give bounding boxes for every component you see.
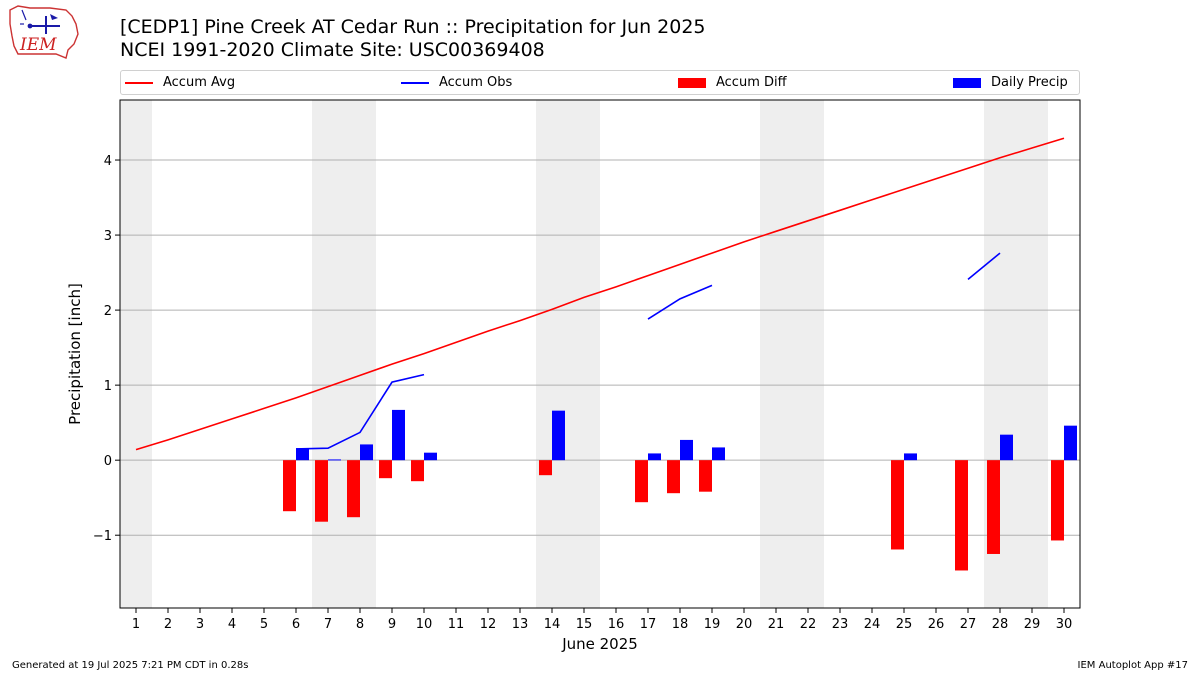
y-tick-label: 4: [104, 154, 112, 169]
legend-item-daily-precip: Daily Precip: [953, 71, 1068, 94]
x-tick-label: 12: [480, 617, 497, 632]
daily-precip-bar: [552, 410, 565, 461]
weekend-band: [536, 100, 600, 608]
x-tick-label: 2: [164, 617, 172, 632]
x-tick-label: 18: [672, 617, 689, 632]
accum-obs-line: [295, 373, 425, 450]
accum-diff-bar: [955, 460, 968, 571]
plot-frame: [119, 99, 1081, 609]
accum-diff-bar: [347, 460, 360, 518]
accum-diff-bar: [667, 460, 680, 494]
daily-precip-bar: [1000, 434, 1013, 461]
x-tick-label: 7: [324, 617, 332, 632]
daily-precip-bar: [360, 444, 373, 461]
y-tick-label: −1: [93, 529, 112, 544]
x-tick-label: 24: [864, 617, 881, 632]
accum-diff-bar: [1051, 460, 1064, 541]
weekend-band: [120, 100, 152, 608]
y-axis-label: Precipitation [inch]: [66, 283, 84, 425]
daily-precip-bar: [1064, 425, 1077, 461]
accum-diff-bar: [411, 460, 424, 482]
weather-station-icon: [20, 9, 60, 34]
accum-diff-bar: [283, 460, 296, 512]
x-tick-label: 27: [960, 617, 977, 632]
legend-label-accum-obs: Accum Obs: [439, 75, 513, 90]
daily-precip-bar: [904, 453, 917, 461]
legend-swatch-accum-obs: [401, 81, 429, 84]
accum-diff-bar: [987, 460, 1000, 554]
legend-swatch-accum-avg: [125, 81, 153, 84]
x-tick-label: 20: [736, 617, 753, 632]
weekend-band: [984, 100, 1048, 608]
daily-precip-bar: [648, 453, 661, 461]
generated-timestamp: Generated at 19 Jul 2025 7:21 PM CDT in …: [12, 660, 249, 671]
y-tick-label: 3: [104, 229, 112, 244]
x-tick-label: 21: [768, 617, 785, 632]
accum-diff-bar: [379, 460, 392, 479]
x-tick-label: 11: [448, 617, 465, 632]
accum-diff-bar: [315, 460, 328, 522]
x-tick-label: 8: [356, 617, 364, 632]
x-tick-label: 5: [260, 617, 268, 632]
weekend-band: [312, 100, 376, 608]
x-tick-label: 14: [544, 617, 561, 632]
legend-item-accum-diff: Accum Diff: [678, 71, 787, 94]
x-tick-label: 19: [704, 617, 721, 632]
chart-subtitle: NCEI 1991-2020 Climate Site: USC00369408: [120, 39, 545, 61]
x-tick-label: 30: [1056, 617, 1073, 632]
legend-label-daily-precip: Daily Precip: [991, 75, 1068, 90]
daily-precip-bar: [328, 459, 341, 461]
x-axis-label: June 2025: [561, 635, 638, 653]
legend-label-accum-avg: Accum Avg: [163, 75, 236, 90]
accum-obs-line: [647, 284, 713, 320]
x-tick-label: 1: [132, 617, 140, 632]
x-tick-label: 26: [928, 617, 945, 632]
y-tick-label: 2: [104, 304, 112, 319]
x-tick-label: 29: [1024, 617, 1041, 632]
x-tick-label: 25: [896, 617, 913, 632]
daily-precip-bar: [680, 439, 693, 461]
app-credit: IEM Autoplot App #17: [1077, 660, 1188, 671]
x-tick-label: 13: [512, 617, 529, 632]
x-tick-label: 9: [388, 617, 396, 632]
legend-item-accum-obs: Accum Obs: [401, 71, 512, 94]
x-tick-label: 17: [640, 617, 657, 632]
x-tick-label: 6: [292, 617, 300, 632]
chart-title: [CEDP1] Pine Creek AT Cedar Run :: Preci…: [120, 16, 706, 38]
x-tick-label: 15: [576, 617, 593, 632]
daily-precip-bar: [296, 448, 309, 461]
legend-item-accum-avg: Accum Avg: [125, 71, 235, 94]
legend-label-accum-diff: Accum Diff: [716, 75, 787, 90]
x-tick-label: 16: [608, 617, 625, 632]
legend-swatch-daily-precip: [953, 77, 981, 88]
legend-swatch-accum-diff: [678, 77, 706, 88]
x-tick-label: 10: [416, 617, 433, 632]
y-tick-label: 0: [104, 454, 112, 469]
weekend-band: [760, 100, 824, 608]
chart-legend: Accum Avg Accum Obs Accum Diff Daily Pre…: [120, 70, 1080, 95]
x-tick-label: 4: [228, 617, 236, 632]
accum-diff-bar: [891, 460, 904, 550]
daily-precip-bar: [424, 452, 437, 461]
x-tick-label: 23: [832, 617, 849, 632]
x-tick-label: 22: [800, 617, 817, 632]
x-tick-label: 3: [196, 617, 204, 632]
accum-diff-bar: [635, 460, 648, 503]
accum-avg-line: [135, 137, 1065, 451]
logo-text: IEM: [19, 35, 57, 55]
daily-precip-bar: [392, 409, 405, 461]
accum-diff-bar: [539, 460, 552, 476]
x-tick-label: 28: [992, 617, 1009, 632]
iem-logo: IEM: [9, 5, 79, 59]
y-tick-label: 1: [104, 379, 112, 394]
accum-obs-line: [967, 252, 1001, 280]
daily-precip-bar: [712, 447, 725, 461]
accum-diff-bar: [699, 460, 712, 492]
